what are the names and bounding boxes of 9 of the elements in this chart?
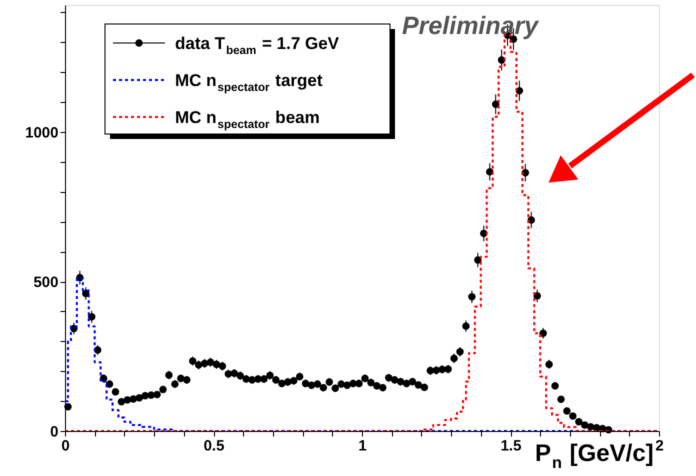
annotation: Preliminary <box>402 12 540 40</box>
y-tick-label: 500 <box>33 274 58 292</box>
x-tick-label: 1 <box>358 438 367 454</box>
x-tick-label: 0 <box>61 438 70 454</box>
y-tick-label: 0 <box>50 424 58 440</box>
y-tick-label: 1000 <box>25 124 58 142</box>
x-tick-label: 2 <box>655 438 664 454</box>
x-tick-label: 0.5 <box>204 438 224 454</box>
x-tick-label: 1.5 <box>500 438 522 454</box>
